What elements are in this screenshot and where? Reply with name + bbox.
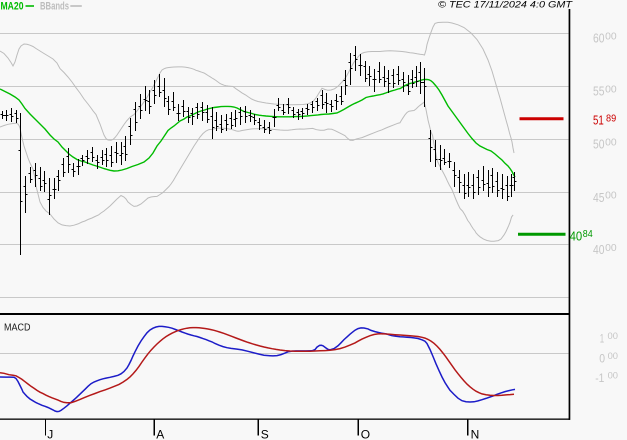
svg-text:MACD: MACD xyxy=(4,322,31,334)
svg-text:4500: 4500 xyxy=(593,190,617,205)
svg-text:A: A xyxy=(156,428,164,440)
svg-text:4000: 4000 xyxy=(593,242,617,257)
svg-text:MA20: MA20 xyxy=(1,0,24,12)
svg-text:5500: 5500 xyxy=(593,84,617,99)
svg-text:100: 1 00 xyxy=(600,331,618,345)
svg-text:O: O xyxy=(361,428,370,440)
svg-text:4084: 4084 xyxy=(570,228,593,243)
svg-text:6000: 6000 xyxy=(593,31,617,46)
svg-text:© TEC 17/11/2024 4:0 GMT: © TEC 17/11/2024 4:0 GMT xyxy=(438,0,573,10)
svg-text:J: J xyxy=(47,428,53,440)
svg-text:-100: -1 00 xyxy=(595,371,618,385)
svg-text:000: 0 00 xyxy=(599,351,618,365)
svg-text:N: N xyxy=(471,428,480,440)
svg-text:BBands: BBands xyxy=(40,0,69,12)
svg-text:5000: 5000 xyxy=(593,137,617,152)
svg-text:S: S xyxy=(261,428,269,440)
